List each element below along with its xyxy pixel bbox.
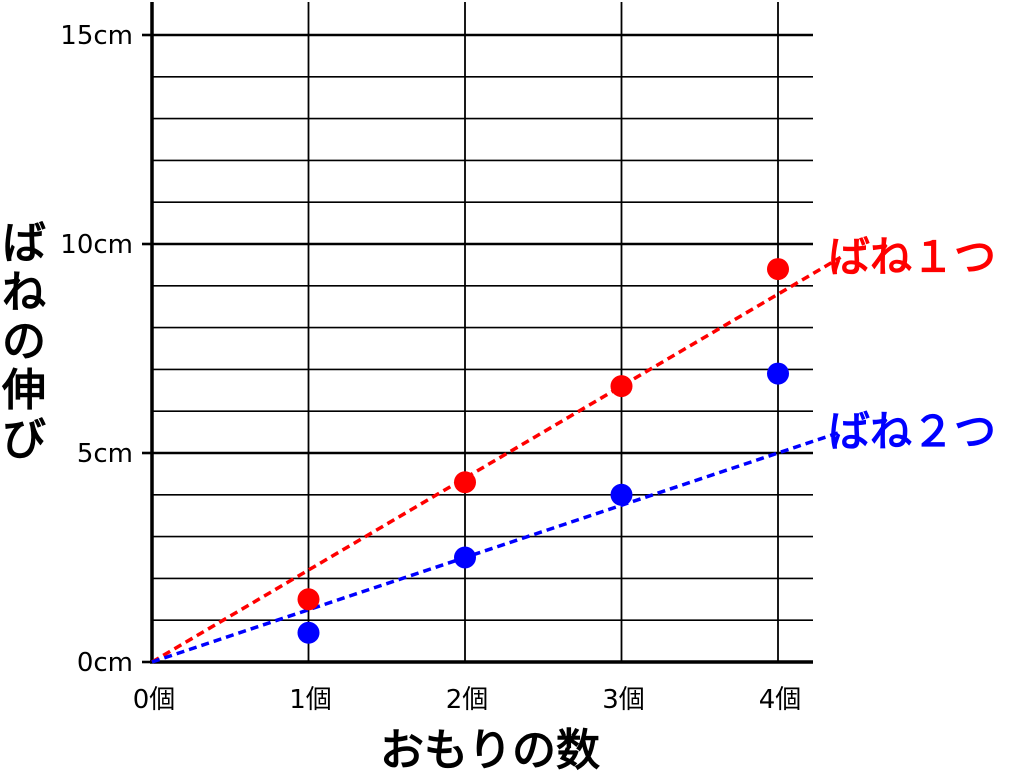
y-axis-title-char: 伸 (1, 365, 46, 416)
data-point (610, 483, 633, 506)
data-point (610, 375, 633, 398)
data-point (297, 621, 320, 644)
data-point (767, 362, 789, 385)
series-label: ばね１つ (828, 232, 996, 281)
y-axis-title-char: ば (2, 218, 46, 269)
x-tick-label: 3個 (602, 685, 645, 715)
series-label: ばね２つ (828, 407, 996, 456)
data-point (454, 546, 476, 569)
y-axis-title-char: ね (2, 267, 46, 318)
y-tick-label: 10cm (60, 230, 133, 260)
trend-line (151, 255, 842, 664)
y-tick-label: 5cm (77, 439, 133, 469)
y-axis-title: ばねの伸び (1, 218, 46, 465)
data-points (297, 258, 789, 644)
x-tick-label: 2個 (446, 685, 489, 715)
axes (142, 2, 813, 664)
tick-labels: 0cm 5cm 10cm 15cm 0個 1個 2個 3個 4個 (60, 21, 801, 715)
x-tick-label: 0個 (133, 685, 176, 715)
x-tick-label: 1個 (289, 685, 332, 715)
data-point (297, 588, 320, 611)
data-point (454, 471, 476, 494)
trend-lines (151, 255, 842, 664)
x-tick-label: 4個 (759, 685, 802, 715)
y-tick-label: 15cm (60, 21, 133, 51)
grid (152, 2, 813, 662)
data-point (767, 258, 789, 281)
trend-line (151, 430, 842, 664)
y-axis-title-char: び (2, 414, 46, 465)
y-axis-title-char: の (2, 316, 46, 367)
y-tick-label: 0cm (77, 648, 133, 678)
x-axis-title: おもりの数 (380, 725, 600, 776)
